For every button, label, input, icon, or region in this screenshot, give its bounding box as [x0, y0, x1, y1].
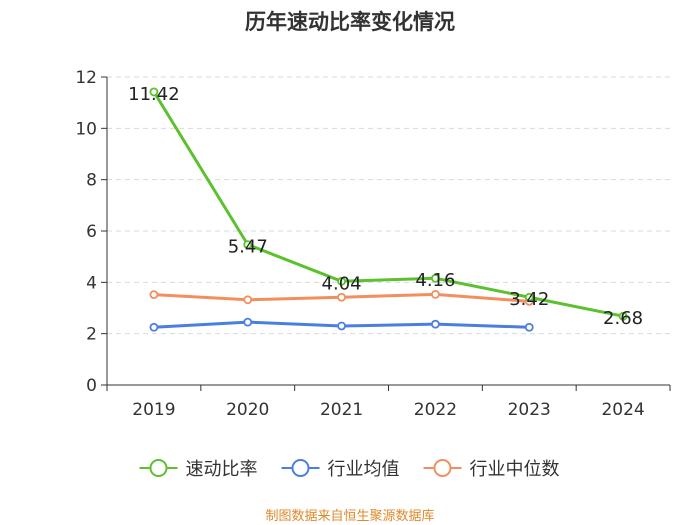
- data-point: [524, 322, 534, 332]
- series-lines: [149, 87, 628, 332]
- x-tick-label: 2022: [414, 400, 457, 420]
- series-line: [152, 91, 624, 318]
- legend-item-1[interactable]: 行业均值: [281, 459, 400, 480]
- data-point: [431, 273, 440, 283]
- data-point: [149, 87, 159, 97]
- data-point: [149, 322, 159, 332]
- x-tick-label: 2023: [508, 400, 551, 420]
- x-tick-label: 2020: [226, 400, 269, 420]
- source-note: 制图数据来自恒生聚源数据库: [265, 509, 435, 524]
- data-point: [431, 289, 440, 299]
- y-tick-label: 4: [86, 273, 97, 293]
- data-label: 11.42: [128, 84, 180, 105]
- y-tick-label: 2: [86, 325, 97, 345]
- x-tick-label: 2021: [320, 400, 363, 420]
- data-point: [337, 292, 346, 302]
- x-tick-label: 2024: [601, 400, 644, 420]
- data-point: [524, 292, 534, 302]
- data-label: 2.68: [603, 308, 643, 329]
- data-point: [618, 311, 628, 321]
- data-point: [243, 240, 253, 250]
- data-label: 5.47: [228, 237, 268, 258]
- x-tick-label: 2019: [132, 400, 175, 420]
- data-label: 3.42: [509, 289, 549, 310]
- legend-marker: [433, 459, 452, 477]
- legend-item-0[interactable]: 速动比率: [139, 459, 258, 480]
- legend-marker: [149, 459, 168, 477]
- y-tick-label: 12: [75, 68, 97, 88]
- y-tick-label: 8: [86, 171, 97, 191]
- data-label: 4.04: [322, 273, 362, 294]
- data-point: [337, 276, 346, 286]
- data-label: 4.16: [415, 270, 455, 291]
- legend-label: 行业中位数: [470, 459, 560, 480]
- legend-marker: [291, 459, 310, 477]
- legend-item-2[interactable]: 行业中位数: [423, 459, 560, 480]
- legend-label: 速动比率: [186, 459, 258, 480]
- chart-title: 历年速动比率变化情况: [245, 10, 455, 34]
- data-point: [243, 317, 253, 327]
- data-point: [149, 290, 159, 300]
- y-tick-label: 10: [75, 119, 97, 139]
- legend[interactable]: 速动比率 行业均值 行业中位数: [139, 459, 560, 480]
- y-tick-label: 6: [86, 222, 97, 242]
- series-0: [149, 87, 628, 321]
- axes: 0 2 4 6 8 10 12 2019 2020 2021 2022 2023 2024: [75, 68, 671, 420]
- series-1: [149, 317, 534, 332]
- data-point: [431, 319, 440, 329]
- y-tick-label: 0: [86, 376, 97, 396]
- legend-label: 行业均值: [328, 459, 400, 480]
- data-labels: 11.42 5.47 4.04 4.16 3.42 2.68: [128, 84, 643, 329]
- data-point: [337, 321, 346, 331]
- data-point: [243, 295, 253, 305]
- grid-lines: [107, 76, 670, 335]
